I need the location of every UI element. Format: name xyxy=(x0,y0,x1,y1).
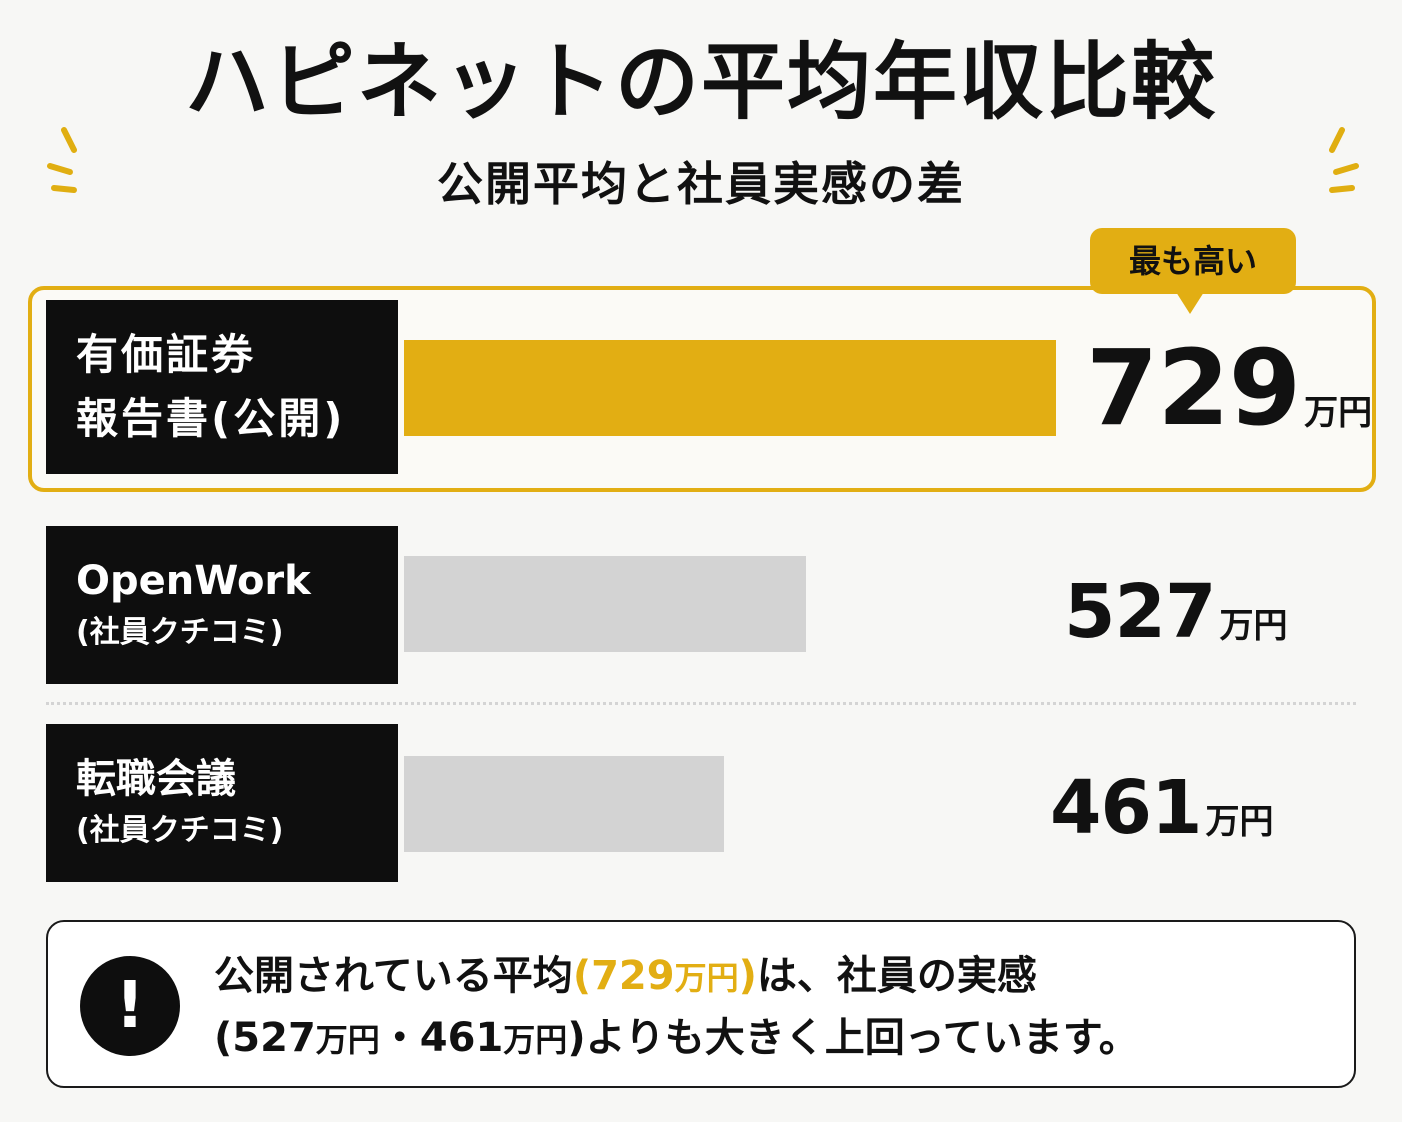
note-line2-mid: ・461 xyxy=(379,1015,504,1061)
note-highlight-number: (729 xyxy=(572,953,675,999)
value-label-2: 527 万円 xyxy=(1064,566,1287,658)
row-divider xyxy=(46,702,1356,705)
category-label-2-line1: OpenWork xyxy=(76,558,311,604)
highest-badge: 最も高い xyxy=(1090,228,1296,294)
note-text: 公開されている平均(729万円)は、社員の実感 (527万円・461万円)よりも… xyxy=(214,946,1334,1070)
note-highlight-value: (729万円) xyxy=(573,953,757,999)
right-sparkle-icon xyxy=(1329,127,1359,193)
value-1-unit: 万円 xyxy=(1304,393,1373,433)
value-1-number: 729 xyxy=(1086,327,1301,449)
value-3-unit: 万円 xyxy=(1205,802,1274,842)
chart-subtitle: 公開平均と社員実感の差 xyxy=(437,157,965,211)
left-sparkle-icon xyxy=(47,127,77,193)
value-2-unit: 万円 xyxy=(1219,606,1288,646)
note-line-1: 公開されている平均(729万円)は、社員の実感 xyxy=(214,946,1334,1008)
category-label-3-line2: (社員クチコミ) xyxy=(76,813,284,848)
note-line-2: (527万円・461万円)よりも大きく上回っています。 xyxy=(214,1008,1334,1070)
bar-track-2 xyxy=(404,556,1364,652)
chart-title: ハピネットの平均年収比較 xyxy=(184,33,1217,131)
value-label-1: 729 万円 xyxy=(1086,326,1372,450)
category-label-1-line1: 有価証券 xyxy=(76,330,257,379)
category-label-1-line2: 報告書(公開) xyxy=(76,394,346,443)
note-line1-after: は、社員の実感 xyxy=(756,953,1037,999)
category-label-1: 有価証券 報告書(公開) xyxy=(46,300,398,474)
badge-pointer xyxy=(1176,292,1204,314)
value-3-number: 461 xyxy=(1050,765,1202,851)
note-highlight-close: ) xyxy=(738,953,757,999)
note-line2-open: (527 xyxy=(214,1015,316,1061)
note-line2-unit1: 万円 xyxy=(315,1021,380,1059)
note-line2-unit2: 万円 xyxy=(503,1021,568,1059)
note-line2-after: )よりも大きく上回っています。 xyxy=(567,1015,1139,1061)
note-line1-before: 公開されている平均 xyxy=(214,953,573,999)
bar-3 xyxy=(404,756,724,852)
category-label-2-line2: (社員クチコミ) xyxy=(76,615,284,650)
value-2-number: 527 xyxy=(1064,569,1216,655)
value-label-3: 461 万円 xyxy=(1050,762,1273,854)
category-label-3: 転職会議 (社員クチコミ) xyxy=(46,724,398,882)
category-label-2: OpenWork (社員クチコミ) xyxy=(46,526,398,684)
bar-track-1 xyxy=(404,340,1364,436)
bar-1 xyxy=(404,340,1056,436)
category-label-3-line1: 転職会議 xyxy=(76,756,236,802)
exclamation-icon: ! xyxy=(80,956,180,1056)
note-box: ! 公開されている平均(729万円)は、社員の実感 (527万円・461万円)よ… xyxy=(46,920,1356,1088)
note-highlight-unit: 万円 xyxy=(674,959,739,997)
bar-2 xyxy=(404,556,806,652)
bar-track-3 xyxy=(404,756,1364,852)
